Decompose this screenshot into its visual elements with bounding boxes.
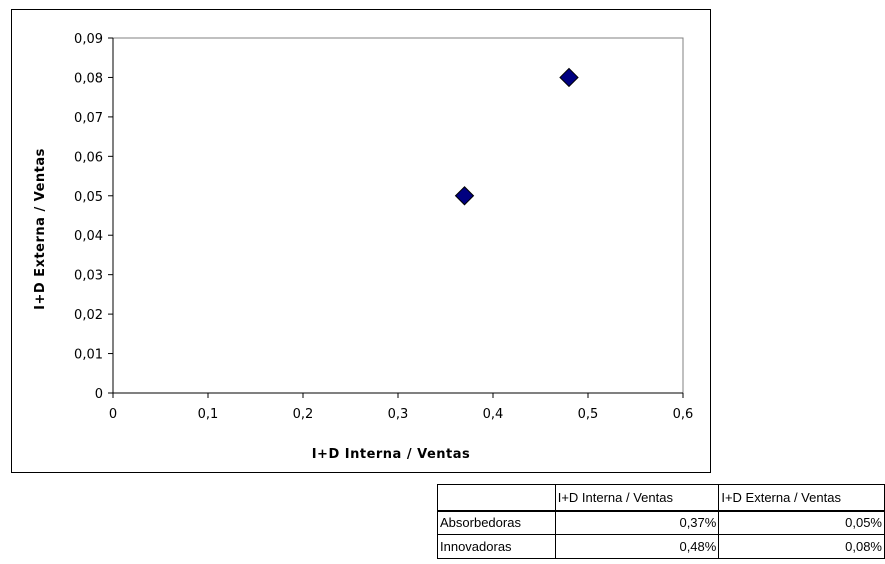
cell-externa: 0,05% (718, 510, 885, 535)
y-tick-label: 0,05 (74, 190, 103, 205)
x-tick-label: 0 (109, 407, 117, 422)
scatter-chart: 0 0,01 0,02 0,03 0,04 0,05 0,06 0,07 0,08 0,09 0 0,… (33, 32, 694, 462)
row-label: Innovadoras (437, 534, 556, 559)
y-tick-label: 0,01 (74, 348, 103, 363)
cell-interna: 0,48% (554, 534, 720, 559)
y-tick-label: 0,09 (74, 32, 103, 47)
y-axis-title: I+D Externa / Ventas (33, 148, 48, 310)
x-tick-label: 0,3 (388, 407, 409, 422)
data-point (454, 186, 475, 206)
table-header-externa: I+D Externa / Ventas (718, 484, 885, 512)
y-tick-label: 0,08 (74, 71, 103, 86)
x-tick-label: 0,5 (578, 407, 599, 422)
table-header-empty (437, 484, 556, 512)
y-tick-label: 0,04 (74, 229, 103, 244)
data-table: I+D Interna / Ventas I+D Externa / Venta… (437, 484, 885, 559)
row-label: Absorbedoras (437, 510, 556, 535)
table-header-interna: I+D Interna / Ventas (554, 484, 720, 512)
x-tick-label: 0,1 (198, 407, 219, 422)
table-header-row: I+D Interna / Ventas I+D Externa / Venta… (437, 484, 885, 512)
x-tick-label: 0,4 (483, 407, 504, 422)
y-tick-label: 0,03 (74, 269, 103, 284)
data-point (559, 67, 579, 88)
cell-externa: 0,08% (718, 534, 885, 559)
chart-area: 0 0,01 0,02 0,03 0,04 0,05 0,06 0,07 0,08 0,09 0 0,… (11, 9, 711, 473)
y-tick-label: 0 (95, 387, 103, 402)
y-tick-label: 0,06 (74, 150, 103, 165)
y-tick-label: 0,07 (74, 111, 103, 126)
y-tick-label: 0,02 (74, 308, 103, 323)
x-tick-label: 0,2 (293, 407, 314, 422)
plot-area-border (112, 37, 684, 394)
x-tick-label: 0,6 (673, 407, 694, 422)
cell-interna: 0,37% (554, 510, 720, 535)
table-row: Innovadoras 0,48% 0,08% (437, 534, 885, 559)
table-row: Absorbedoras 0,37% 0,05% (437, 510, 885, 535)
x-axis-title: I+D Interna / Ventas (312, 447, 471, 462)
